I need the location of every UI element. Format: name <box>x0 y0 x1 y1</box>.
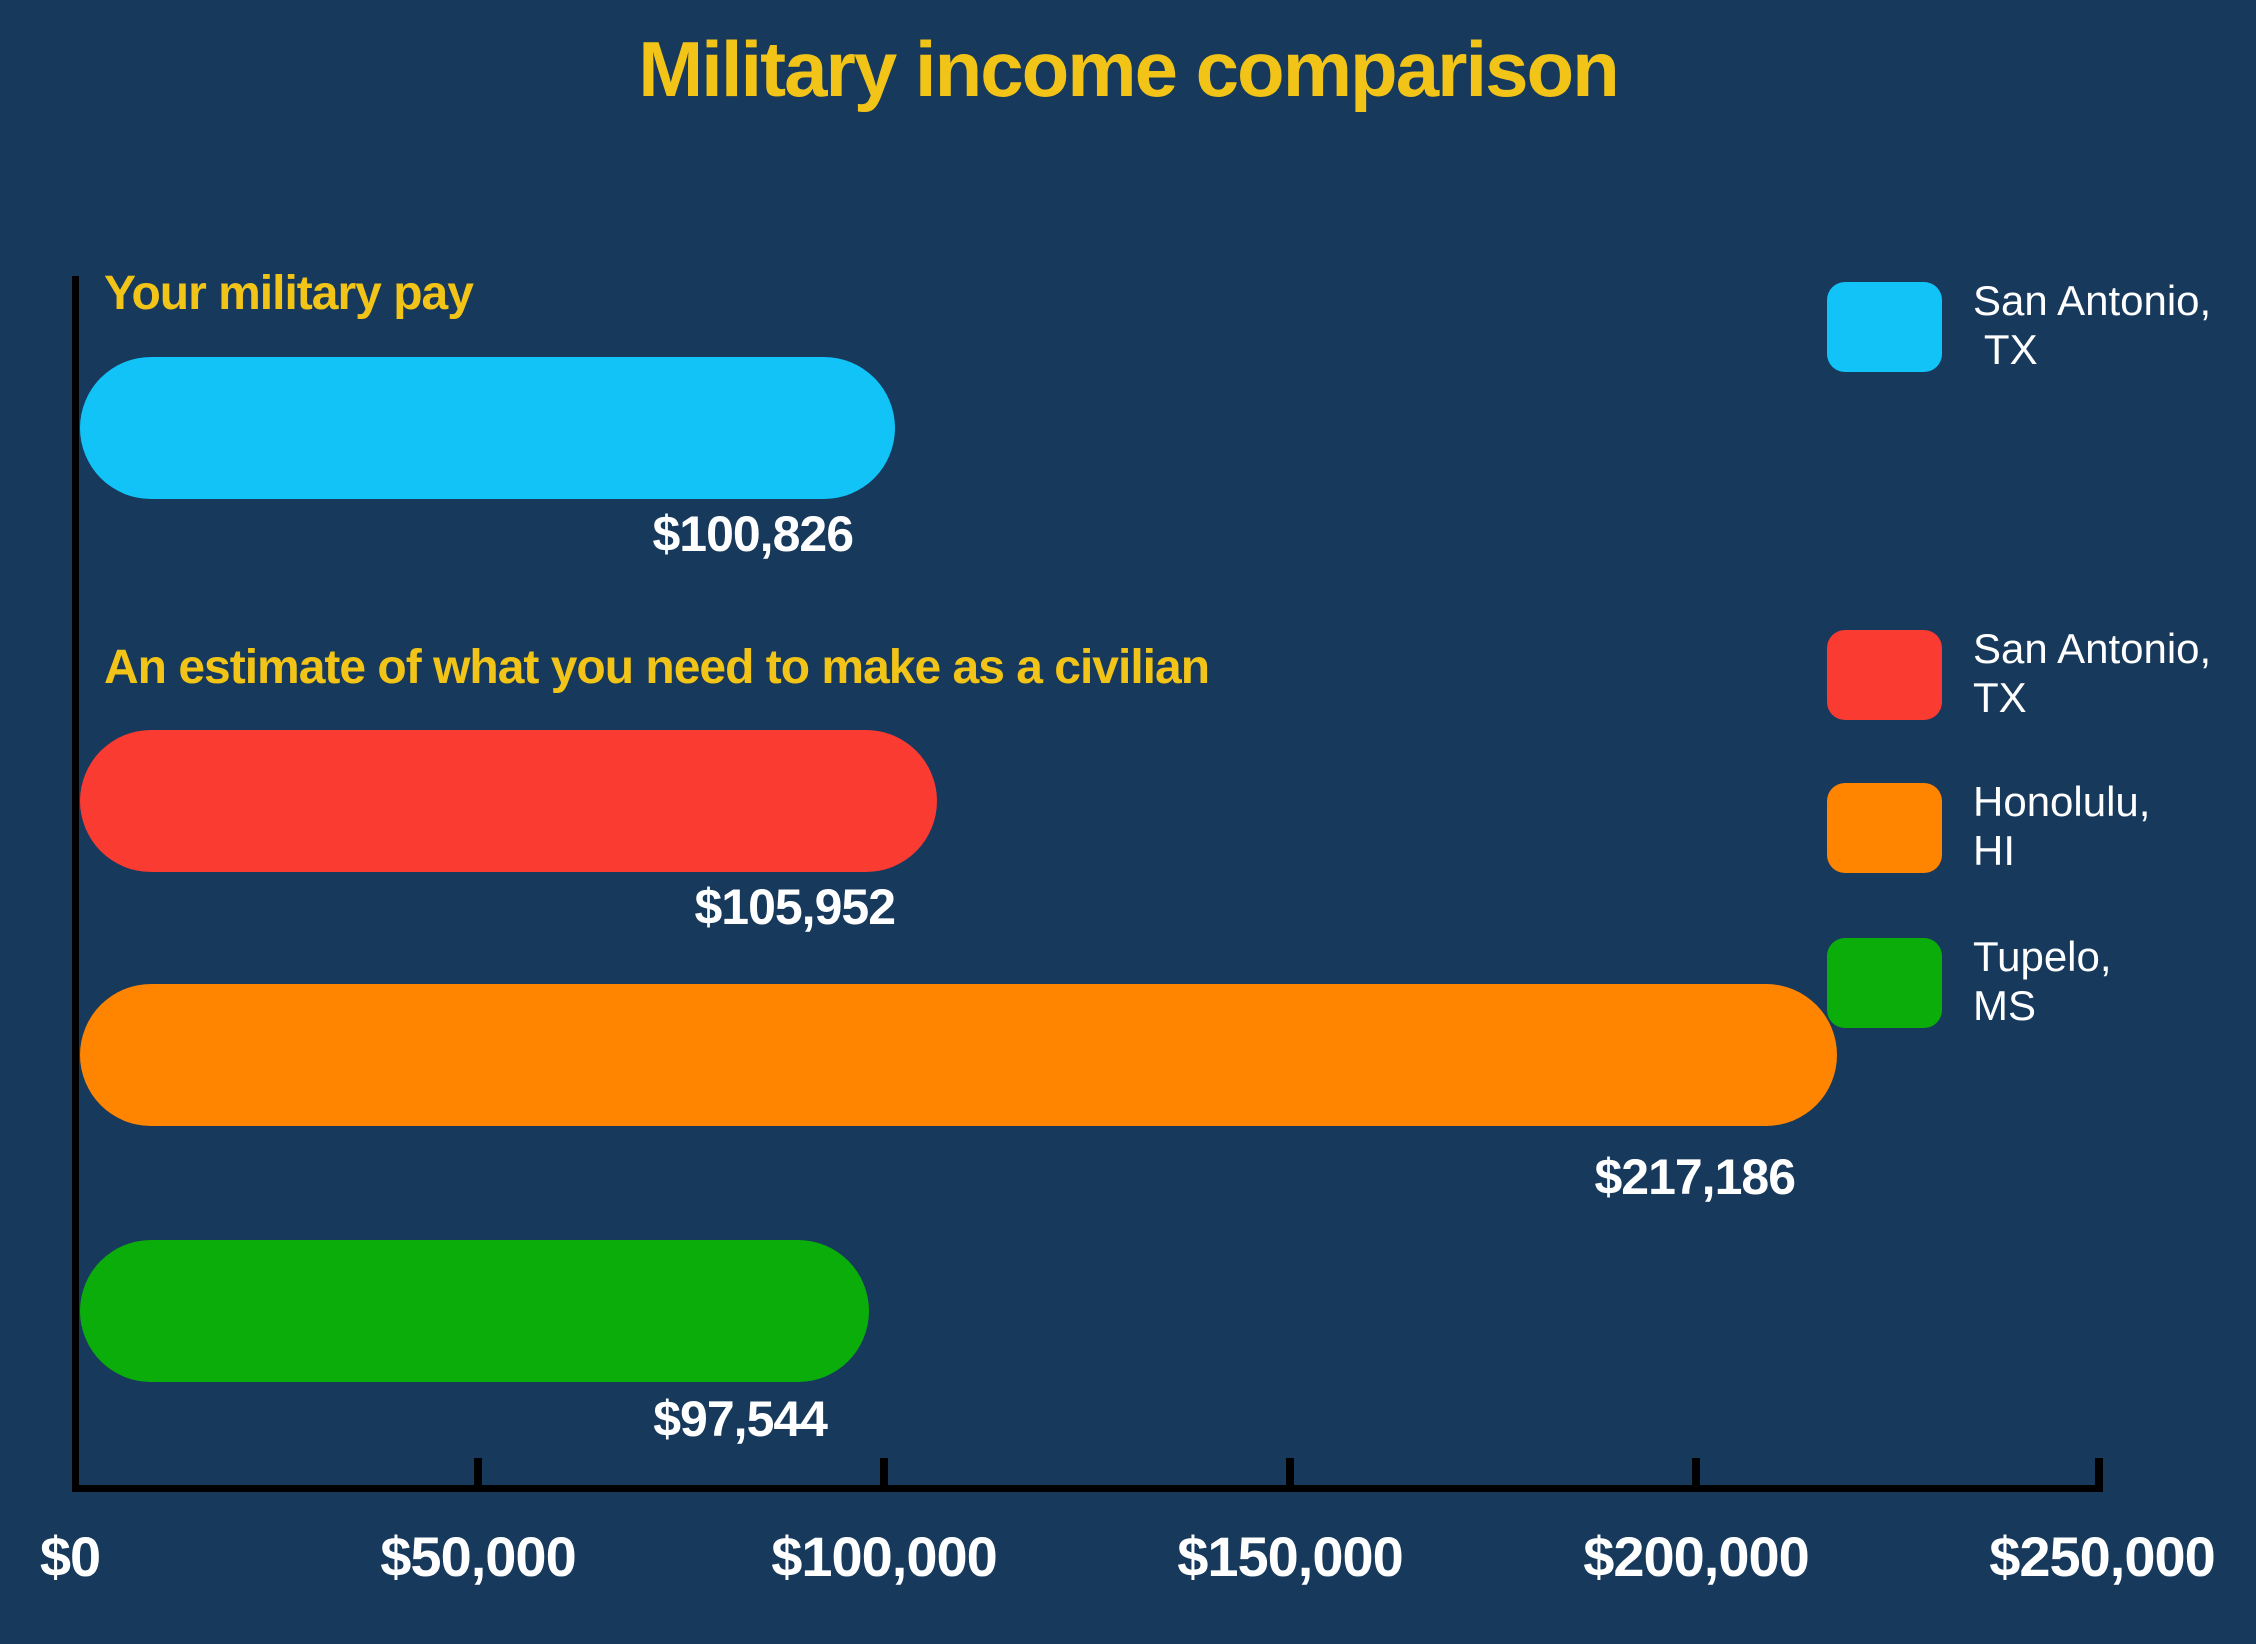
chart-title: Military income comparison <box>638 25 1620 113</box>
legend-label: San Antonio, TX <box>1973 277 2212 373</box>
x-axis-tick <box>1692 1458 1700 1492</box>
x-axis-tick <box>2095 1458 2103 1492</box>
x-tick-label: $50,000 <box>380 1525 576 1588</box>
x-tick-label: $100,000 <box>771 1525 998 1588</box>
row-label-military-pay: Your military pay <box>104 267 474 320</box>
legend-item-tupelo: Tupelo, MS <box>1827 933 2256 1048</box>
x-axis-line <box>72 1485 2103 1492</box>
x-tick-label: $150,000 <box>1177 1525 1404 1588</box>
bar-value-label: $105,952 <box>694 879 896 935</box>
bar-value-label: $100,826 <box>652 506 854 562</box>
x-tick-label: $0 <box>39 1525 101 1588</box>
legend-label: San Antonio, TX <box>1973 625 2212 721</box>
x-axis-tick <box>474 1458 482 1492</box>
y-axis-line <box>72 276 79 1492</box>
legend-item-honolulu: Honolulu, HI <box>1827 778 2256 893</box>
legend-swatch-cyan <box>1827 282 1942 372</box>
bar-value-label: $217,186 <box>1594 1149 1796 1205</box>
legend-swatch-green <box>1827 938 1942 1028</box>
legend-item-san-antonio-civilian: San Antonio, TX <box>1827 625 2256 740</box>
legend-label: Honolulu, HI <box>1973 778 2151 874</box>
bar-value-label: $97,544 <box>653 1391 828 1447</box>
legend-swatch-orange <box>1827 783 1942 873</box>
x-tick-label: $250,000 <box>1989 1525 2216 1588</box>
x-axis-tick <box>1286 1458 1294 1492</box>
row-label-civilian-estimate: An estimate of what you need to make as … <box>104 641 1210 694</box>
bar-military-pay-san-antonio <box>80 357 895 499</box>
legend-item-san-antonio-military: San Antonio, TX <box>1827 277 2256 392</box>
legend-swatch-red <box>1827 630 1942 720</box>
bar-civilian-honolulu <box>80 984 1837 1126</box>
x-tick-label: $200,000 <box>1583 1525 1810 1588</box>
bar-civilian-san-antonio <box>80 730 937 872</box>
bar-civilian-tupelo <box>80 1240 869 1382</box>
legend-label: Tupelo, MS <box>1973 933 2112 1029</box>
x-axis-tick <box>880 1458 888 1492</box>
